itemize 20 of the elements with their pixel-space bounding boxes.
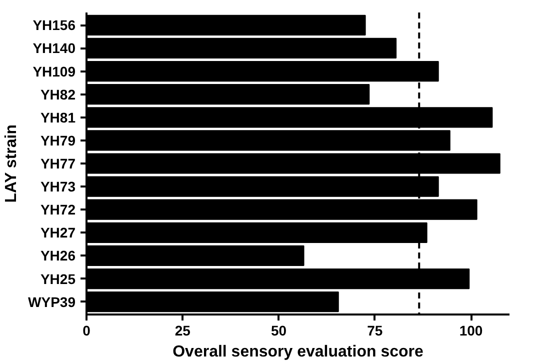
y-tick-label: YH73 bbox=[40, 178, 76, 195]
y-tick-label: YH79 bbox=[40, 132, 76, 148]
x-tick-label: 50 bbox=[270, 322, 287, 338]
y-tick-label: YH82 bbox=[40, 86, 76, 102]
y-tick-label: YH140 bbox=[32, 40, 76, 56]
y-tick-label: YH81 bbox=[40, 109, 76, 126]
y-tick-label: WYP39 bbox=[28, 294, 76, 310]
y-axis-title: LAY strain bbox=[3, 124, 20, 203]
y-tick-label: YH25 bbox=[40, 270, 76, 287]
y-tick-label: YH77 bbox=[40, 156, 76, 172]
y-tick-label: YH109 bbox=[32, 63, 76, 80]
y-tick-label: YH27 bbox=[40, 224, 76, 241]
x-tick-label: 25 bbox=[174, 322, 191, 338]
y-tick-label: YH26 bbox=[40, 248, 76, 264]
y-tick-label: YH156 bbox=[32, 17, 76, 34]
x-tick-label: 100 bbox=[459, 322, 483, 338]
x-tick-label: 0 bbox=[82, 322, 91, 338]
x-tick-label: 75 bbox=[367, 322, 383, 338]
y-tick-label: YH72 bbox=[40, 202, 76, 218]
x-axis-title: Overall sensory evaluation score bbox=[172, 344, 424, 360]
